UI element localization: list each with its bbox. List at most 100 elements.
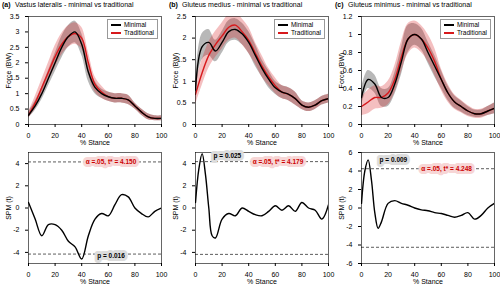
svg-text:p = 0.009: p = 0.009 xyxy=(380,156,408,164)
svg-text:60: 60 xyxy=(271,132,280,140)
svg-text:2: 2 xyxy=(183,34,187,41)
svg-text:2: 2 xyxy=(183,182,187,189)
svg-text:0: 0 xyxy=(27,132,31,139)
svg-text:80: 80 xyxy=(464,132,472,139)
svg-text:100: 100 xyxy=(323,132,335,139)
svg-text:1: 1 xyxy=(349,31,353,38)
svg-text:-6: -6 xyxy=(346,260,352,267)
svg-text:20: 20 xyxy=(384,271,392,278)
svg-text:100: 100 xyxy=(323,271,335,278)
svg-text:p = 0.025: p = 0.025 xyxy=(214,152,242,160)
html-text:Traditional: Traditional xyxy=(123,29,154,36)
svg-text:SPM (t): SPM (t) xyxy=(5,196,13,220)
svg-text:80: 80 xyxy=(131,271,139,278)
svg-text:-2: -2 xyxy=(346,223,352,230)
svg-text:0.5: 0.5 xyxy=(177,99,187,106)
svg-text:0: 0 xyxy=(360,132,364,139)
svg-text:% Stance: % Stance xyxy=(247,278,277,285)
svg-text:0.8: 0.8 xyxy=(342,48,353,56)
svg-text:2: 2 xyxy=(16,182,20,189)
svg-text:20: 20 xyxy=(218,271,226,278)
svg-text:0: 0 xyxy=(349,204,353,211)
svg-text:SPM (t): SPM (t) xyxy=(172,196,180,220)
svg-text:-2: -2 xyxy=(180,226,186,233)
svg-text:100: 100 xyxy=(156,132,168,139)
svg-text:100: 100 xyxy=(156,271,168,278)
svg-text:40: 40 xyxy=(77,271,86,279)
html-text:(b): (b) xyxy=(169,1,178,8)
svg-text:0: 0 xyxy=(16,121,20,128)
svg-text:0.6: 0.6 xyxy=(342,66,353,74)
svg-text:0: 0 xyxy=(183,204,187,211)
svg-text:% Stance: % Stance xyxy=(80,278,110,285)
html-text:Traditional: Traditional xyxy=(290,29,321,36)
svg-text:Force (BW): Force (BW) xyxy=(172,53,180,89)
svg-text:1.5: 1.5 xyxy=(176,55,187,63)
svg-text:p = 0.016: p = 0.016 xyxy=(97,252,125,260)
svg-text:0.2: 0.2 xyxy=(343,103,353,110)
svg-text:0: 0 xyxy=(194,271,198,278)
svg-text:Force (BW): Force (BW) xyxy=(338,53,346,89)
svg-text:-4: -4 xyxy=(13,249,19,256)
svg-text:6: 6 xyxy=(349,149,353,156)
svg-text:60: 60 xyxy=(104,271,113,279)
svg-text:α =.05, t* = 4.248: α =.05, t* = 4.248 xyxy=(421,165,472,173)
svg-text:% Stance: % Stance xyxy=(80,139,110,146)
svg-text:40: 40 xyxy=(77,132,86,140)
svg-text:20: 20 xyxy=(51,271,59,278)
svg-text:4: 4 xyxy=(16,160,20,167)
svg-text:1: 1 xyxy=(183,78,187,85)
svg-text:1: 1 xyxy=(16,90,20,97)
svg-text:1.5: 1.5 xyxy=(9,74,20,82)
svg-text:2: 2 xyxy=(349,186,353,193)
svg-text:60: 60 xyxy=(437,271,446,279)
svg-text:α =.05, t* = 4.150: α =.05, t* = 4.150 xyxy=(86,158,137,166)
svg-text:40: 40 xyxy=(410,271,419,279)
svg-text:60: 60 xyxy=(437,132,446,140)
svg-text:40: 40 xyxy=(410,132,419,140)
html-text:(a): (a) xyxy=(2,1,11,8)
svg-text:80: 80 xyxy=(298,271,306,278)
svg-text:0.4: 0.4 xyxy=(342,84,353,92)
svg-text:4: 4 xyxy=(349,167,353,174)
svg-text:Force (BW): Force (BW) xyxy=(5,53,13,89)
svg-text:% Stance: % Stance xyxy=(413,278,443,285)
html-text:Minimal: Minimal xyxy=(290,21,314,28)
svg-text:20: 20 xyxy=(218,132,226,139)
svg-text:SPM (t): SPM (t) xyxy=(338,196,346,220)
svg-text:3: 3 xyxy=(16,28,20,35)
svg-text:40: 40 xyxy=(244,271,253,279)
svg-text:2.5: 2.5 xyxy=(177,13,187,20)
svg-text:20: 20 xyxy=(384,132,392,139)
svg-text:80: 80 xyxy=(464,271,472,278)
svg-text:2: 2 xyxy=(16,59,20,66)
svg-text:-4: -4 xyxy=(180,249,186,256)
svg-text:80: 80 xyxy=(298,132,306,139)
svg-text:% Stance: % Stance xyxy=(413,139,443,146)
svg-text:40: 40 xyxy=(244,132,253,140)
svg-text:20: 20 xyxy=(51,132,59,139)
svg-text:60: 60 xyxy=(271,271,280,279)
svg-text:1.2: 1.2 xyxy=(343,13,353,20)
svg-text:4: 4 xyxy=(183,160,187,167)
html-text:Gluteus medius - minimal vs tr: Gluteus medius - minimal vs traditional xyxy=(182,1,303,8)
svg-text:3.5: 3.5 xyxy=(10,13,20,20)
svg-text:0: 0 xyxy=(27,271,31,278)
svg-text:60: 60 xyxy=(104,132,113,140)
svg-text:80: 80 xyxy=(131,132,139,139)
svg-text:0.5: 0.5 xyxy=(10,105,20,112)
svg-text:α =.05, t* = 4.179: α =.05, t* = 4.179 xyxy=(253,158,304,166)
svg-text:0: 0 xyxy=(16,204,20,211)
svg-text:0: 0 xyxy=(360,271,364,278)
svg-text:-2: -2 xyxy=(13,226,19,233)
svg-text:0: 0 xyxy=(183,121,187,128)
svg-text:2.5: 2.5 xyxy=(10,44,20,51)
html-text:Vastus lateralis - minimal vs: Vastus lateralis - minimal vs traditiona… xyxy=(15,1,134,8)
svg-text:0: 0 xyxy=(194,132,198,139)
svg-text:-4: -4 xyxy=(346,241,352,248)
html-text:Minimal: Minimal xyxy=(123,21,147,28)
svg-text:100: 100 xyxy=(489,271,500,278)
svg-text:0: 0 xyxy=(349,121,353,128)
svg-text:% Stance: % Stance xyxy=(247,139,277,146)
svg-text:100: 100 xyxy=(489,132,500,139)
